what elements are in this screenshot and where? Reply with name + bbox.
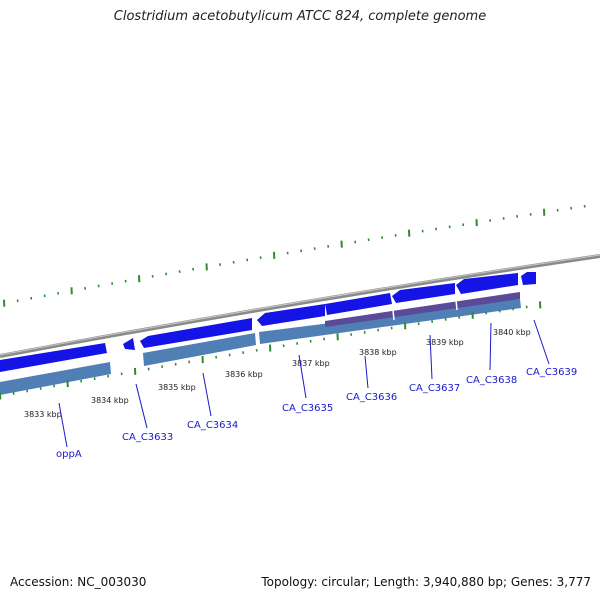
gene-labels: oppA CA_C3633 CA_C3634 CA_C3635 CA_C3636… [56, 367, 577, 460]
inner-scale-ticks [0, 301, 542, 400]
gene-label-ca-c3639[interactable]: CA_C3639 [526, 367, 577, 378]
genome-summary-text: Topology: circular; Length: 3,940,880 bp… [261, 575, 591, 589]
gene-arrow-c3635[interactable] [257, 304, 325, 326]
cds-bar-c3634[interactable] [143, 333, 256, 366]
gene-label-oppa[interactable]: oppA [56, 449, 82, 460]
cds-bar-opp[interactable] [0, 362, 111, 395]
gene-arrow-c3637[interactable] [392, 283, 455, 303]
gene-arrow-c3639[interactable] [521, 272, 536, 285]
accession-text: Accession: NC_003030 [10, 575, 147, 589]
scale-label: 3840 kbp [493, 328, 531, 337]
gene-label-ca-c3638[interactable]: CA_C3638 [466, 375, 517, 386]
genome-backbone [0, 254, 600, 358]
rna-bar-purple[interactable] [325, 292, 520, 327]
outer-scale-ticks [3, 204, 586, 307]
gene-arrow-c3636[interactable] [325, 293, 392, 315]
scale-label: 3838 kbp [359, 348, 397, 357]
gene-arrow-c3633-small[interactable] [123, 338, 135, 350]
gene-label-leaders [58, 319, 550, 448]
scale-label: 3834 kbp [91, 396, 129, 405]
gene-arrow-c3634[interactable] [140, 318, 252, 348]
scale-label: 3836 kbp [225, 370, 263, 379]
gene-label-ca-c3636[interactable]: CA_C3636 [346, 392, 397, 403]
gene-label-ca-c3637[interactable]: CA_C3637 [409, 383, 460, 394]
map-title: Clostridium acetobutylicum ATCC 824, com… [113, 9, 487, 24]
scale-label: 3839 kbp [426, 338, 464, 347]
gene-arrow-opp[interactable] [0, 343, 107, 372]
gene-track-primary [0, 272, 536, 372]
gene-track-cds [0, 292, 521, 395]
gene-arrow-c3638[interactable] [456, 273, 518, 294]
cds-bar-c3635-3638[interactable] [259, 299, 521, 344]
scale-label: 3835 kbp [158, 383, 196, 392]
scale-label: 3833 kbp [24, 410, 62, 419]
gene-label-ca-c3634[interactable]: CA_C3634 [187, 420, 238, 431]
gene-label-ca-c3633[interactable]: CA_C3633 [122, 432, 173, 443]
gene-label-ca-c3635[interactable]: CA_C3635 [282, 403, 333, 414]
scale-label: 3837 kbp [292, 359, 330, 368]
scale-labels: 3833 kbp 3834 kbp 3835 kbp 3836 kbp 3837… [24, 328, 531, 419]
